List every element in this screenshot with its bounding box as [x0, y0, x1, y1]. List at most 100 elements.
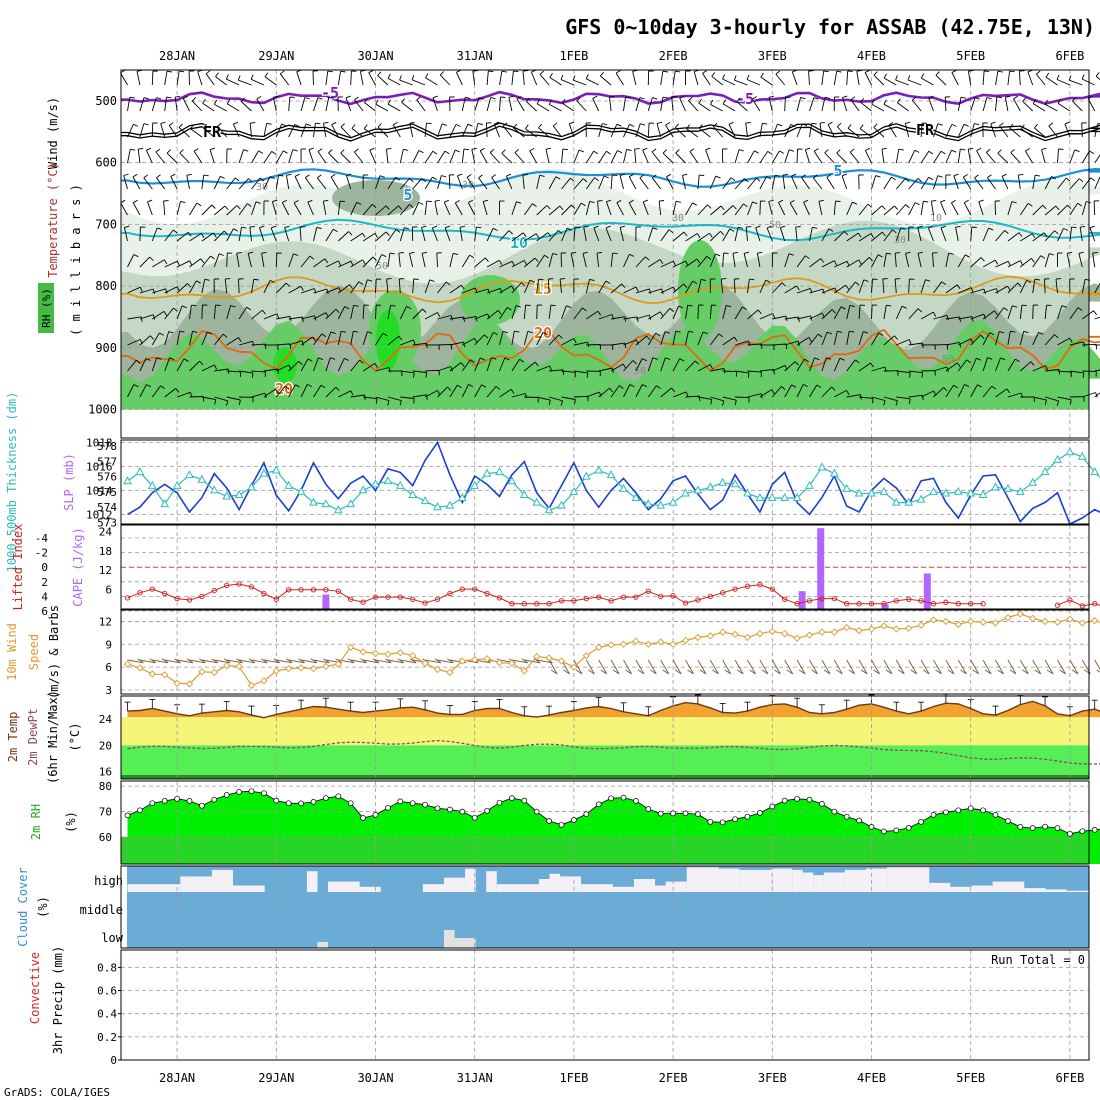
- wind-barb-flag: [445, 281, 451, 286]
- wind-barb: [120, 202, 128, 216]
- lifted-index-point: [980, 601, 986, 607]
- wind-barb-flag: [865, 147, 871, 151]
- date-label-top: 4FEB: [857, 49, 886, 63]
- wind-barb: [300, 336, 313, 346]
- rh-2m-frame: [120, 780, 1090, 865]
- wind-barb-flag: [508, 230, 513, 235]
- wind-barb: [399, 204, 410, 216]
- wind-barb: [1069, 203, 1078, 216]
- wind-barb: [160, 123, 166, 138]
- wind-barb-flag: [238, 337, 242, 342]
- wind-barb-flag: [278, 174, 284, 177]
- wind-barb-flag: [187, 232, 192, 237]
- wind-barb: [1055, 279, 1058, 294]
- wind-barb-flag: [863, 331, 869, 334]
- rh-2m-point: [980, 807, 986, 814]
- wind-barb: [272, 97, 277, 112]
- lifted-index-point: [211, 587, 217, 594]
- date-label-bottom: 29JAN: [258, 1071, 294, 1085]
- wind-barb: [796, 123, 803, 138]
- wind-barb: [573, 370, 588, 374]
- wind-barb-flag: [718, 333, 723, 338]
- wind-barb-flag: [510, 389, 515, 394]
- wind-barb-flag: [163, 259, 168, 265]
- wind-barb-flag: [732, 251, 738, 254]
- axis-title-temp: 2m Temp: [6, 712, 20, 763]
- wind-barb-flag: [416, 96, 421, 101]
- wind-barb: [821, 228, 830, 242]
- wind-barb: [888, 124, 897, 138]
- wind-barb: [486, 71, 489, 86]
- wind-barb: [784, 124, 792, 138]
- wind-barb-flag: [596, 252, 602, 254]
- wind-barb-flag: [963, 199, 969, 203]
- wind-barb-flag: [746, 74, 750, 80]
- wind-barb: [524, 233, 537, 242]
- wind-barb-flag: [1089, 150, 1095, 154]
- wind-barb: [1094, 154, 1100, 164]
- lifted-index-point: [757, 582, 763, 588]
- wind-barb: [511, 282, 522, 294]
- wind-barb-flag: [951, 149, 957, 153]
- wind-barb-flag: [325, 312, 329, 318]
- wind-barb-flag: [422, 308, 427, 313]
- wind-speed-point: [1066, 615, 1074, 623]
- wind-barb: [1094, 392, 1100, 398]
- wind-barb: [1081, 201, 1087, 216]
- wind-barb-flag: [968, 147, 974, 150]
- wind-barb: [300, 358, 309, 372]
- high-cloud-bar: [633, 879, 655, 892]
- wind-barb: [775, 73, 786, 86]
- wind-barb-flag: [963, 174, 968, 178]
- wind-barb-flag: [562, 148, 568, 151]
- wind-barb-flag: [976, 357, 982, 361]
- wind-barb-flag: [976, 147, 982, 151]
- wind-barb-flag: [827, 331, 833, 335]
- wind-barb: [217, 126, 228, 138]
- wind-barb-flag: [814, 357, 820, 361]
- wind-barb-flag: [130, 148, 136, 151]
- lifted-index-tick: -2: [35, 547, 48, 560]
- wind-barb-flag: [720, 230, 725, 236]
- wind-barb-flag: [550, 304, 556, 307]
- high-cloud-bar: [233, 885, 265, 892]
- wind-speed-point: [533, 652, 541, 661]
- wind-barb-flag: [351, 124, 356, 129]
- wind-barb-flag: [948, 252, 954, 255]
- wind-barb-flag: [1065, 177, 1071, 182]
- wind-barb: [600, 75, 612, 86]
- wind-barb: [821, 71, 825, 86]
- lifted-index-point: [273, 596, 279, 602]
- wind-barb: [350, 202, 358, 216]
- wind-barb-flag: [132, 174, 138, 178]
- wind-barb-flag: [881, 147, 887, 150]
- wind-barb-flag: [1007, 285, 1011, 291]
- wind-barb: [1044, 205, 1057, 216]
- wind-barb: [582, 253, 587, 268]
- wind-barb: [634, 149, 637, 164]
- wind-barb: [236, 253, 240, 268]
- wind-barb: [639, 177, 649, 190]
- surface-wind-barb-flag: [223, 658, 231, 664]
- wind-speed-point: [347, 643, 355, 651]
- wind-barb-flag: [326, 288, 329, 295]
- wind-barb-flag: [659, 259, 664, 264]
- wind-barb: [513, 127, 525, 138]
- wind-barb-flag: [953, 173, 959, 177]
- wind-barb: [709, 304, 712, 320]
- cape-bar: [923, 573, 931, 609]
- wind-barb: [955, 227, 959, 242]
- wind-speed-point: [471, 655, 479, 664]
- thickness-point: [209, 485, 219, 494]
- wind-barb: [945, 150, 952, 164]
- wind-barb-flag: [387, 400, 390, 406]
- wind-barb: [561, 228, 568, 242]
- wind-barb: [168, 125, 178, 138]
- wind-barb: [734, 306, 743, 320]
- wind-barb: [176, 201, 181, 216]
- surface-wind-barb-flag: [736, 669, 744, 675]
- wind-barb-flag: [721, 278, 727, 280]
- wind-barb-flag: [675, 200, 681, 203]
- wind-barb-flag: [304, 97, 310, 100]
- wind-barb-flag: [224, 205, 229, 211]
